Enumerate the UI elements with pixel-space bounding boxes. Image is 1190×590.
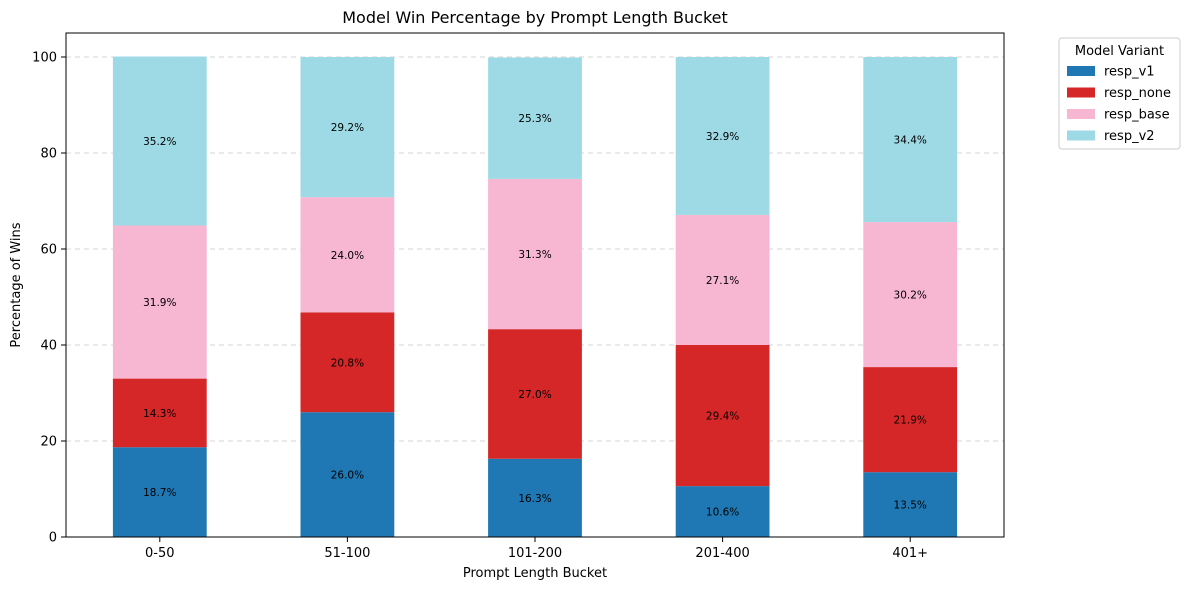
legend-swatch-resp_base	[1067, 109, 1095, 119]
legend-items: resp_v1 resp_none resp_base resp_v2	[1067, 65, 1171, 144]
legend-swatch-resp_v1	[1067, 66, 1095, 76]
bar-segment-resp_base	[112, 225, 207, 379]
data-label: 24.0%	[331, 250, 364, 262]
bar-segment-resp_v2	[675, 57, 770, 215]
data-label: 18.7%	[143, 487, 176, 499]
x-tick-label: 0-50	[145, 546, 175, 561]
y-axis: 0 20 40 60 80 100	[32, 51, 66, 546]
y-tick-label: 80	[40, 147, 57, 162]
bar-segment-resp_base	[675, 214, 770, 345]
data-label: 29.2%	[331, 122, 364, 134]
data-label: 13.5%	[894, 500, 927, 512]
x-axis: 0-50 51-100 101-200 201-400 401+	[145, 537, 928, 561]
y-tick-label: 100	[32, 51, 57, 66]
data-label: 31.3%	[518, 249, 551, 261]
bar-segment-resp_v1	[112, 447, 207, 537]
data-label: 10.6%	[706, 507, 739, 519]
data-label: 35.2%	[143, 136, 176, 148]
data-label: 32.9%	[706, 131, 739, 143]
legend-label-resp_base: resp_base	[1104, 108, 1170, 123]
data-label: 25.3%	[518, 113, 551, 125]
x-tick-label: 201-400	[695, 546, 749, 561]
y-tick-label: 0	[49, 531, 57, 546]
y-tick-label: 40	[40, 339, 57, 354]
data-label: 31.9%	[143, 297, 176, 309]
data-label: 20.8%	[331, 357, 364, 369]
legend-label-resp_v2: resp_v2	[1104, 129, 1155, 144]
bar-segment-resp_v1	[863, 472, 958, 537]
y-tick-label: 60	[40, 243, 57, 258]
y-tick-label: 20	[40, 435, 57, 450]
data-label: 29.4%	[706, 411, 739, 423]
bar-segment-resp_none	[488, 329, 582, 459]
data-label: 14.3%	[143, 408, 176, 420]
bar-segment-resp_none	[863, 367, 958, 473]
x-tick-label: 101-200	[508, 546, 562, 561]
bars	[112, 56, 958, 537]
bar-segment-resp_v1	[300, 412, 395, 537]
legend-box	[1058, 37, 1181, 150]
bar-segment-resp_base	[863, 222, 958, 368]
legend: Model Variant resp_v1resp_noneresp_baser…	[1058, 37, 1181, 150]
legend-title: Model Variant	[1075, 44, 1164, 59]
bar-segment-resp_v1	[675, 486, 770, 537]
bar-segment-resp_base	[300, 197, 395, 313]
data-label: 27.1%	[706, 275, 739, 287]
legend-label-resp_v1: resp_v1	[1104, 65, 1155, 80]
x-tick-label: 401+	[892, 546, 928, 561]
bar-segment-resp_v2	[300, 57, 395, 198]
x-axis-label: Prompt Length Bucket	[463, 566, 607, 581]
data-label: 34.4%	[894, 135, 927, 147]
bar-segment-resp_v1	[488, 458, 582, 537]
data-labels: 18.7% 14.3% 31.9% 35.2% 26.0% 20.8% 24.0% 29.2%…	[143, 113, 927, 518]
bar-segment-resp_base	[488, 178, 582, 330]
x-tick-label: 51-100	[324, 546, 370, 561]
chart-title: Model Win Percentage by Prompt Length Bu…	[342, 8, 728, 27]
data-label: 30.2%	[894, 290, 927, 302]
bar-segment-resp_v2	[488, 57, 582, 179]
data-label: 21.9%	[894, 415, 927, 427]
bar-segment-resp_none	[112, 378, 207, 448]
legend-swatch-resp_v2	[1067, 130, 1095, 141]
bar-segment-resp_v2	[112, 56, 207, 226]
data-label: 27.0%	[518, 389, 551, 401]
legend-label-resp_none: resp_none	[1104, 86, 1171, 101]
bar-segment-resp_none	[675, 345, 770, 487]
data-label: 26.0%	[331, 470, 364, 482]
data-label: 16.3%	[518, 493, 551, 505]
bar-segment-resp_none	[300, 312, 395, 413]
y-axis-label: Percentage of Wins	[9, 222, 24, 347]
bar-segment-resp_v2	[863, 57, 958, 223]
legend-swatch-resp_none	[1067, 87, 1095, 98]
